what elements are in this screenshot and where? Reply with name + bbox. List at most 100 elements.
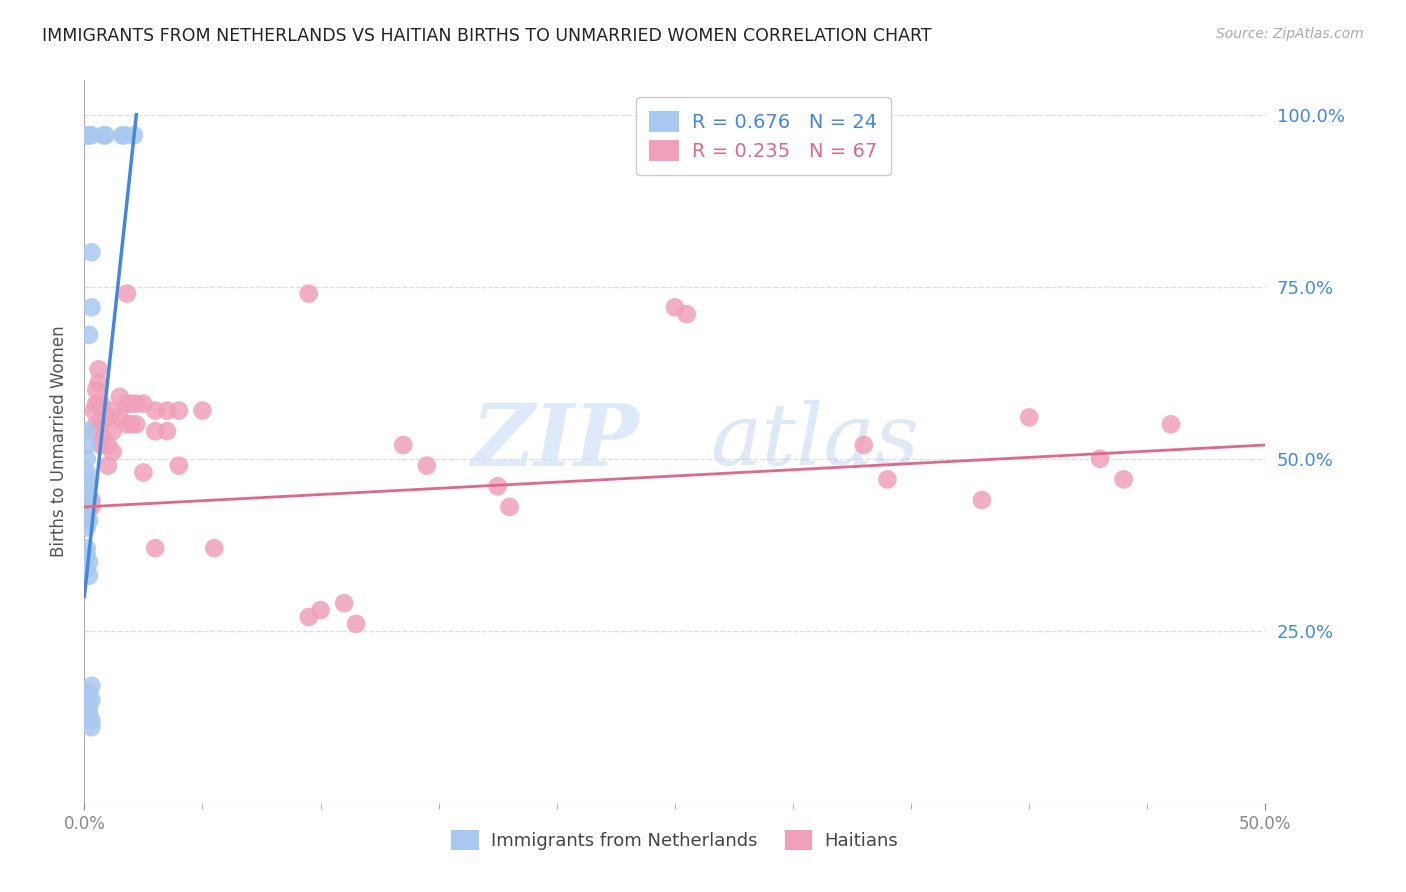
- Point: [121, 417, 143, 432]
- Point: [76, 486, 98, 500]
- Point: [76, 493, 98, 508]
- Point: [298, 286, 321, 301]
- Point: [76, 128, 98, 143]
- Point: [80, 692, 103, 706]
- Point: [416, 458, 439, 473]
- Point: [76, 451, 98, 466]
- Point: [298, 610, 321, 624]
- Point: [77, 699, 100, 714]
- Point: [76, 541, 98, 556]
- Point: [114, 128, 136, 143]
- Point: [76, 472, 98, 486]
- Point: [80, 500, 103, 514]
- Point: [76, 520, 98, 534]
- Point: [76, 424, 98, 438]
- Point: [84, 397, 107, 411]
- Point: [664, 301, 686, 315]
- Point: [76, 507, 98, 521]
- Point: [77, 327, 100, 342]
- Point: [77, 500, 100, 514]
- Point: [87, 397, 110, 411]
- Point: [80, 493, 103, 508]
- Point: [111, 128, 134, 143]
- Point: [344, 616, 367, 631]
- Point: [83, 403, 105, 417]
- Point: [309, 603, 332, 617]
- Text: Source: ZipAtlas.com: Source: ZipAtlas.com: [1216, 27, 1364, 41]
- Point: [156, 424, 179, 438]
- Point: [90, 417, 112, 432]
- Text: atlas: atlas: [710, 401, 920, 483]
- Point: [1088, 451, 1111, 466]
- Point: [115, 286, 138, 301]
- Point: [80, 679, 103, 693]
- Point: [76, 128, 98, 143]
- Point: [76, 507, 98, 521]
- Point: [143, 424, 166, 438]
- Point: [132, 397, 155, 411]
- Point: [76, 562, 98, 576]
- Point: [876, 472, 898, 486]
- Point: [77, 706, 100, 721]
- Point: [498, 500, 520, 514]
- Point: [1160, 417, 1182, 432]
- Point: [76, 500, 98, 514]
- Point: [76, 548, 98, 562]
- Point: [87, 376, 110, 390]
- Point: [108, 390, 131, 404]
- Point: [1018, 410, 1040, 425]
- Point: [167, 458, 190, 473]
- Point: [156, 403, 179, 417]
- Point: [97, 438, 120, 452]
- Text: IMMIGRANTS FROM NETHERLANDS VS HAITIAN BIRTHS TO UNMARRIED WOMEN CORRELATION CHA: IMMIGRANTS FROM NETHERLANDS VS HAITIAN B…: [42, 27, 932, 45]
- Point: [77, 514, 100, 528]
- Text: ZIP: ZIP: [471, 400, 640, 483]
- Point: [97, 410, 120, 425]
- Point: [91, 128, 114, 143]
- Point: [84, 417, 107, 432]
- Point: [115, 397, 138, 411]
- Point: [143, 403, 166, 417]
- Point: [76, 514, 98, 528]
- Y-axis label: Births to Unmarried Women: Births to Unmarried Women: [49, 326, 67, 558]
- Point: [121, 397, 143, 411]
- Point: [80, 713, 103, 727]
- Point: [101, 445, 124, 459]
- Point: [143, 541, 166, 556]
- Point: [87, 362, 110, 376]
- Point: [333, 596, 356, 610]
- Point: [80, 720, 103, 734]
- Point: [115, 417, 138, 432]
- Point: [97, 458, 120, 473]
- Point: [80, 245, 103, 260]
- Point: [83, 424, 105, 438]
- Point: [202, 541, 225, 556]
- Point: [80, 128, 103, 143]
- Point: [132, 466, 155, 480]
- Point: [392, 438, 415, 452]
- Point: [191, 403, 214, 417]
- Point: [167, 403, 190, 417]
- Point: [970, 493, 993, 508]
- Legend: Immigrants from Netherlands, Haitians: Immigrants from Netherlands, Haitians: [443, 821, 907, 859]
- Point: [675, 307, 697, 321]
- Point: [122, 128, 145, 143]
- Point: [101, 403, 124, 417]
- Point: [77, 568, 100, 582]
- Point: [80, 301, 103, 315]
- Point: [76, 466, 98, 480]
- Point: [486, 479, 509, 493]
- Point: [852, 438, 875, 452]
- Point: [101, 424, 124, 438]
- Point: [125, 417, 148, 432]
- Point: [76, 479, 98, 493]
- Point: [77, 493, 100, 508]
- Point: [76, 438, 98, 452]
- Point: [91, 431, 114, 445]
- Point: [77, 493, 100, 508]
- Point: [77, 128, 100, 143]
- Point: [90, 397, 112, 411]
- Point: [77, 686, 100, 700]
- Point: [84, 383, 107, 397]
- Point: [108, 410, 131, 425]
